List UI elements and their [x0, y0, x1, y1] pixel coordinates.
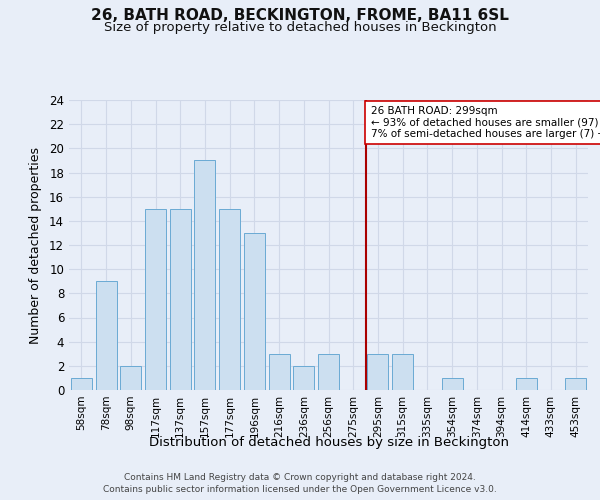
Bar [170, 209, 191, 390]
Bar [392, 354, 413, 390]
Bar [244, 233, 265, 390]
Text: 26 BATH ROAD: 299sqm
← 93% of detached houses are smaller (97)
7% of semi-detach: 26 BATH ROAD: 299sqm ← 93% of detached h… [371, 106, 600, 139]
Text: Size of property relative to detached houses in Beckington: Size of property relative to detached ho… [104, 21, 496, 34]
Bar [318, 354, 339, 390]
Text: 26, BATH ROAD, BECKINGTON, FROME, BA11 6SL: 26, BATH ROAD, BECKINGTON, FROME, BA11 6… [91, 8, 509, 22]
Text: Contains HM Land Registry data © Crown copyright and database right 2024.: Contains HM Land Registry data © Crown c… [124, 473, 476, 482]
Bar [145, 209, 166, 390]
Bar [442, 378, 463, 390]
Bar [71, 378, 92, 390]
Bar [516, 378, 537, 390]
Bar [269, 354, 290, 390]
Bar [367, 354, 388, 390]
Bar [120, 366, 141, 390]
Text: Contains public sector information licensed under the Open Government Licence v3: Contains public sector information licen… [103, 484, 497, 494]
Text: Distribution of detached houses by size in Beckington: Distribution of detached houses by size … [149, 436, 509, 449]
Bar [194, 160, 215, 390]
Bar [219, 209, 240, 390]
Bar [95, 281, 116, 390]
Y-axis label: Number of detached properties: Number of detached properties [29, 146, 42, 344]
Bar [565, 378, 586, 390]
Bar [293, 366, 314, 390]
